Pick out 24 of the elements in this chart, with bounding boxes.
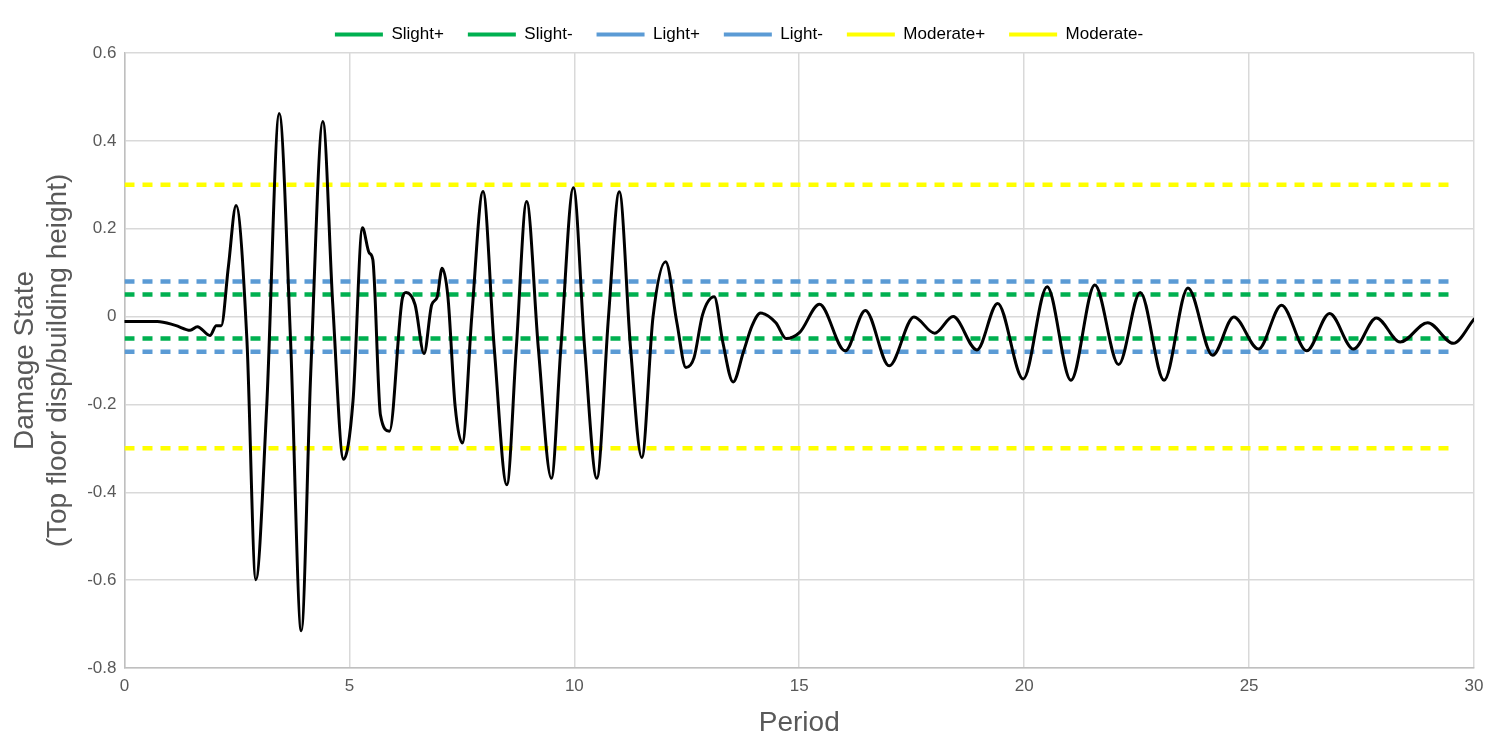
- y-tick-label: -0.8: [87, 657, 117, 677]
- y-axis-title: Damage State (Top floor disp/building height): [7, 173, 73, 548]
- x-tick-label: 20: [1014, 675, 1034, 695]
- y-tick-label: 0.2: [92, 218, 117, 238]
- y-tick-label: 0.4: [92, 130, 117, 150]
- x-tick-label: 25: [1239, 675, 1259, 695]
- legend-label: Moderate+: [903, 24, 986, 44]
- y-tick-label: -0.4: [87, 481, 117, 501]
- x-tick-label: 0: [119, 675, 130, 695]
- y-tick-label: 0.6: [92, 42, 117, 62]
- line-series: [124, 112, 1474, 633]
- legend-label: Moderate-: [1065, 24, 1144, 44]
- legend-label: Light+: [653, 24, 700, 44]
- x-tick-label: 5: [344, 675, 355, 695]
- legend-label: Light-: [780, 24, 823, 44]
- x-tick-label: 15: [789, 675, 809, 695]
- legend-label: Slight-: [524, 24, 573, 44]
- y-tick-label: -0.2: [87, 394, 117, 414]
- x-axis-title: Period: [758, 705, 840, 737]
- y-tick-label: -0.6: [87, 569, 117, 589]
- y-tick-label: 0: [107, 306, 117, 326]
- x-tick-label: 30: [1464, 675, 1484, 695]
- legend-label: Slight+: [391, 24, 444, 44]
- x-tick-label: 10: [564, 675, 584, 695]
